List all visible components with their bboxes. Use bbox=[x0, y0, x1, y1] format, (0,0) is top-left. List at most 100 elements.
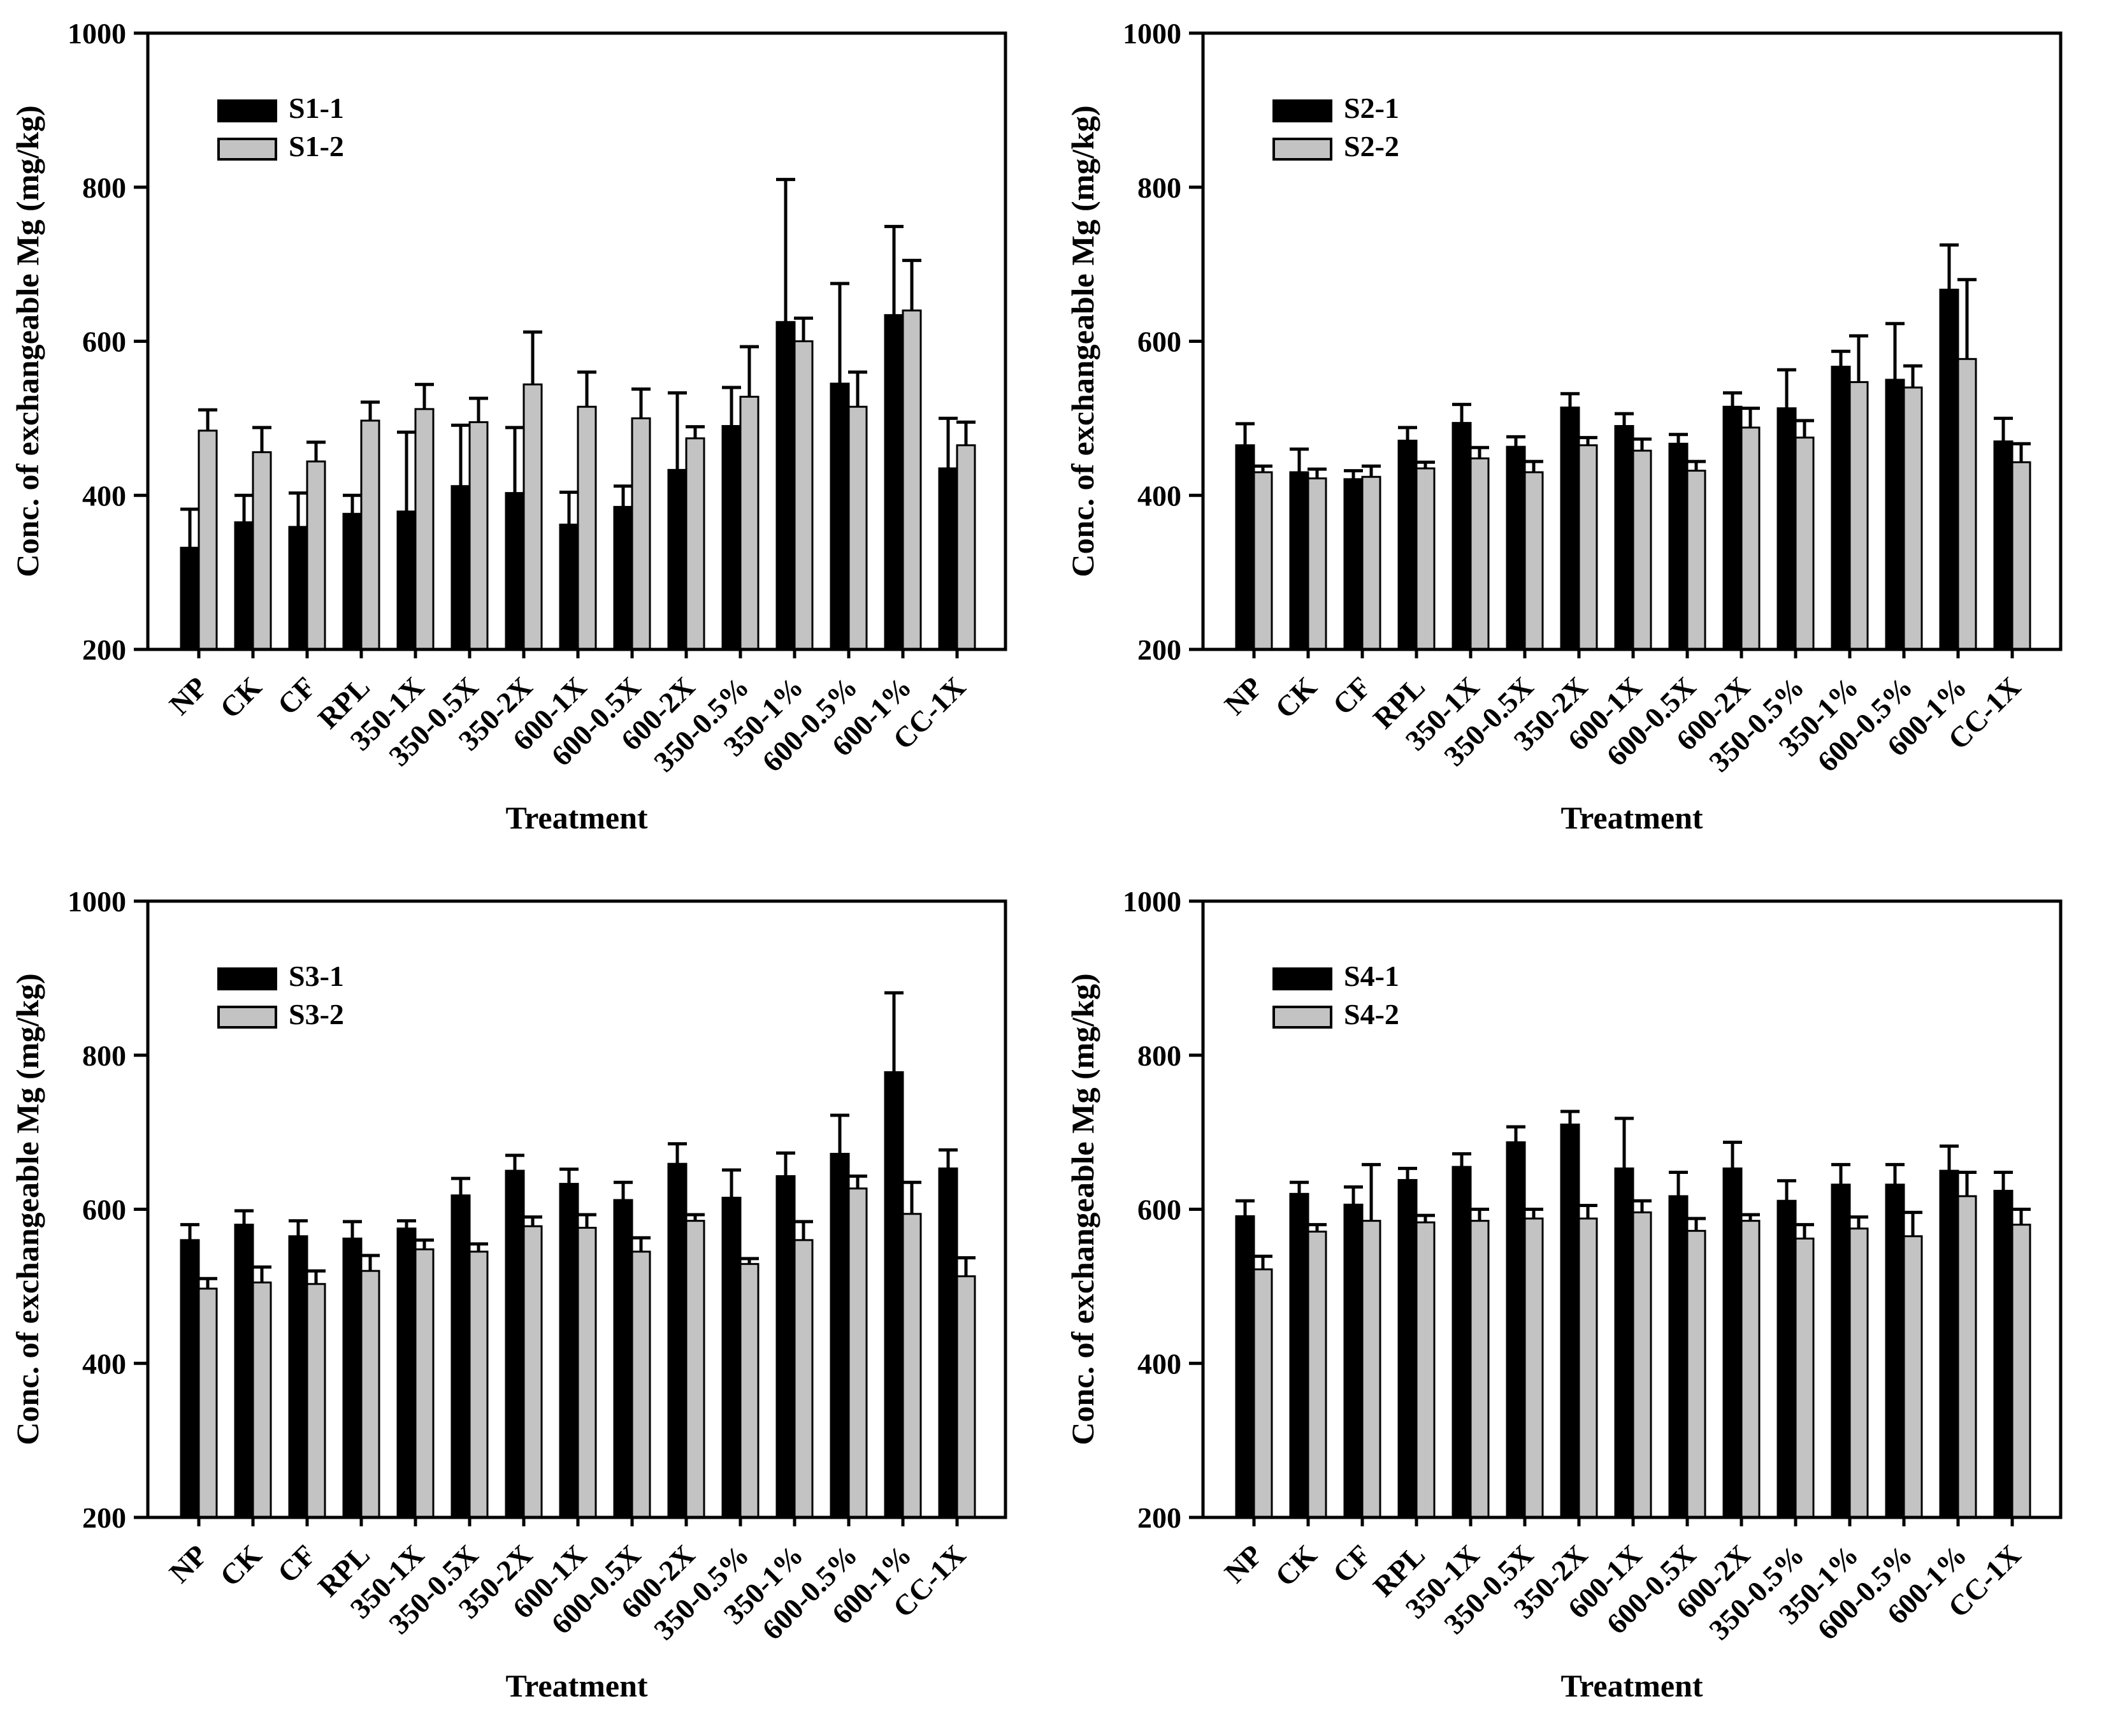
bar-s3-1-600-0.5% bbox=[830, 1152, 850, 1519]
chart-panel-s4: 200 400 600 800 1000 NP CK CF RPL 350-1X 350-0.5X 3… bbox=[1055, 868, 2111, 1736]
y-axis-title: Conc. of exchangeable Mg (mg/kg) bbox=[10, 973, 45, 1445]
bar-s1-2-600-2x bbox=[685, 437, 705, 651]
bar-s4-1-350-0.5% bbox=[1776, 1199, 1797, 1519]
bar-s2-1-600-0.5% bbox=[1885, 379, 1905, 651]
bar-s2-2-cc-1x bbox=[2011, 461, 2031, 651]
bar-s3-1-350-0.5x bbox=[450, 1194, 471, 1519]
bar-s4-1-np bbox=[1235, 1215, 1255, 1519]
chart-panel-s3: 200 400 600 800 1000 NP CK CF RPL 350-1X 350-0.5X 3… bbox=[0, 868, 1055, 1736]
bar-s3-2-ck bbox=[252, 1281, 272, 1519]
bar-s4-2-600-1x bbox=[1632, 1211, 1652, 1519]
bar-s4-1-600-0.5x bbox=[1668, 1195, 1689, 1519]
bar-s4-1-cc-1x bbox=[1993, 1189, 2014, 1519]
legend-label-s2-1: S2-1 bbox=[1344, 92, 1399, 124]
bar-s3-1-cf bbox=[288, 1235, 308, 1519]
bar-s2-2-600-1x bbox=[1632, 449, 1652, 651]
y-axis-tick-label: 200 bbox=[1137, 633, 1181, 666]
bar-s4-1-600-1% bbox=[1939, 1169, 1959, 1519]
bar-s1-1-np bbox=[180, 546, 200, 651]
bar-s3-2-600-1% bbox=[902, 1213, 922, 1519]
bar-s2-1-600-2x bbox=[1722, 405, 1743, 651]
y-axis-tick-label: 400 bbox=[82, 479, 126, 512]
bar-s1-2-rpl bbox=[360, 419, 380, 651]
y-axis-title: Conc. of exchangeable Mg (mg/kg) bbox=[1065, 973, 1100, 1445]
legend-swatch-s2-2 bbox=[1272, 138, 1332, 161]
bar-s4-2-600-1% bbox=[1957, 1195, 1977, 1519]
bar-s1-1-600-2x bbox=[667, 468, 688, 651]
bar-s3-2-600-2x bbox=[685, 1220, 705, 1519]
bar-s3-1-ck bbox=[234, 1224, 254, 1519]
bar-s2-2-600-1% bbox=[1957, 358, 1977, 651]
bar-s3-1-rpl bbox=[342, 1237, 363, 1519]
legend-label-s1-2: S1-2 bbox=[289, 130, 344, 163]
bar-s1-2-600-0.5x bbox=[631, 417, 651, 651]
bar-s2-2-rpl bbox=[1415, 467, 1436, 651]
bar-s1-2-350-1x bbox=[414, 408, 435, 651]
bar-s3-1-600-0.5x bbox=[613, 1199, 633, 1519]
bar-s2-1-np bbox=[1235, 444, 1255, 651]
legend-swatch-s3-2 bbox=[217, 1006, 277, 1029]
bar-s4-1-600-1x bbox=[1614, 1167, 1634, 1519]
bar-s4-2-350-0.5x bbox=[1524, 1217, 1544, 1519]
bar-s2-1-600-1% bbox=[1939, 289, 1959, 651]
legend-swatch-s1-2 bbox=[217, 138, 277, 161]
bar-s1-2-350-0.5% bbox=[739, 396, 760, 651]
bar-s3-2-350-2x bbox=[522, 1225, 543, 1519]
y-axis-tick-label: 200 bbox=[1137, 1501, 1181, 1534]
bar-s3-2-cc-1x bbox=[956, 1275, 976, 1519]
panel-background bbox=[1055, 0, 2110, 868]
y-axis-tick-label: 1000 bbox=[1123, 885, 1181, 918]
y-axis-tick-label: 600 bbox=[82, 1194, 126, 1226]
bar-s3-1-600-2x bbox=[667, 1162, 688, 1519]
bar-s3-2-350-0.5% bbox=[739, 1262, 760, 1519]
bar-s3-2-350-0.5x bbox=[468, 1250, 489, 1519]
bar-s4-2-cf bbox=[1361, 1220, 1381, 1519]
bar-s4-2-rpl bbox=[1415, 1221, 1436, 1519]
y-axis-tick-label: 600 bbox=[82, 326, 126, 358]
legend-label-s4-1: S4-1 bbox=[1344, 960, 1399, 992]
bar-s2-1-cc-1x bbox=[1993, 440, 2014, 651]
bar-s1-1-cf bbox=[288, 526, 308, 651]
bar-s3-1-350-1% bbox=[775, 1175, 796, 1519]
y-axis-tick-label: 1000 bbox=[1123, 17, 1181, 50]
x-axis-title: Treatment bbox=[505, 1668, 647, 1703]
bar-s4-2-np bbox=[1253, 1268, 1273, 1519]
bar-s2-2-np bbox=[1253, 471, 1273, 651]
bar-s3-2-cf bbox=[306, 1283, 326, 1519]
bar-s2-2-ck bbox=[1307, 477, 1327, 651]
bar-s1-2-350-2x bbox=[522, 383, 543, 651]
bar-s4-2-cc-1x bbox=[2011, 1224, 2031, 1519]
bar-s2-1-600-1x bbox=[1614, 424, 1634, 651]
bar-s2-2-350-0.5x bbox=[1524, 471, 1544, 651]
legend-label-s4-2: S4-2 bbox=[1344, 998, 1399, 1031]
y-axis-tick-label: 800 bbox=[1137, 1039, 1181, 1072]
bar-s2-2-600-0.5% bbox=[1903, 386, 1923, 651]
bar-s2-2-600-2x bbox=[1740, 426, 1761, 651]
bar-s3-1-cc-1x bbox=[938, 1167, 958, 1519]
bar-s2-1-350-1x bbox=[1452, 422, 1472, 651]
bar-s2-2-600-0.5x bbox=[1686, 470, 1706, 651]
bar-s4-2-350-1x bbox=[1469, 1220, 1490, 1519]
bar-s3-2-350-1x bbox=[414, 1248, 435, 1519]
bar-s1-2-ck bbox=[252, 451, 272, 651]
legend-swatch-s3-1 bbox=[217, 967, 277, 990]
bar-s4-1-rpl bbox=[1397, 1179, 1418, 1519]
bar-s4-2-350-0.5% bbox=[1794, 1237, 1815, 1519]
bar-s2-1-cf bbox=[1343, 478, 1364, 651]
bar-s3-1-np bbox=[180, 1239, 200, 1519]
bar-s2-2-cf bbox=[1361, 475, 1381, 651]
bar-s1-1-350-1% bbox=[775, 321, 796, 651]
legend-label-s3-1: S3-1 bbox=[289, 960, 344, 992]
bar-s4-2-600-2x bbox=[1740, 1220, 1761, 1519]
bar-s1-2-cf bbox=[306, 460, 326, 651]
y-axis-tick-label: 600 bbox=[1137, 1194, 1181, 1226]
x-axis-title: Treatment bbox=[1560, 1668, 1703, 1703]
bar-s3-1-600-1x bbox=[559, 1183, 579, 1519]
bar-s2-1-rpl bbox=[1397, 439, 1418, 651]
bar-s1-1-600-1% bbox=[884, 314, 904, 651]
